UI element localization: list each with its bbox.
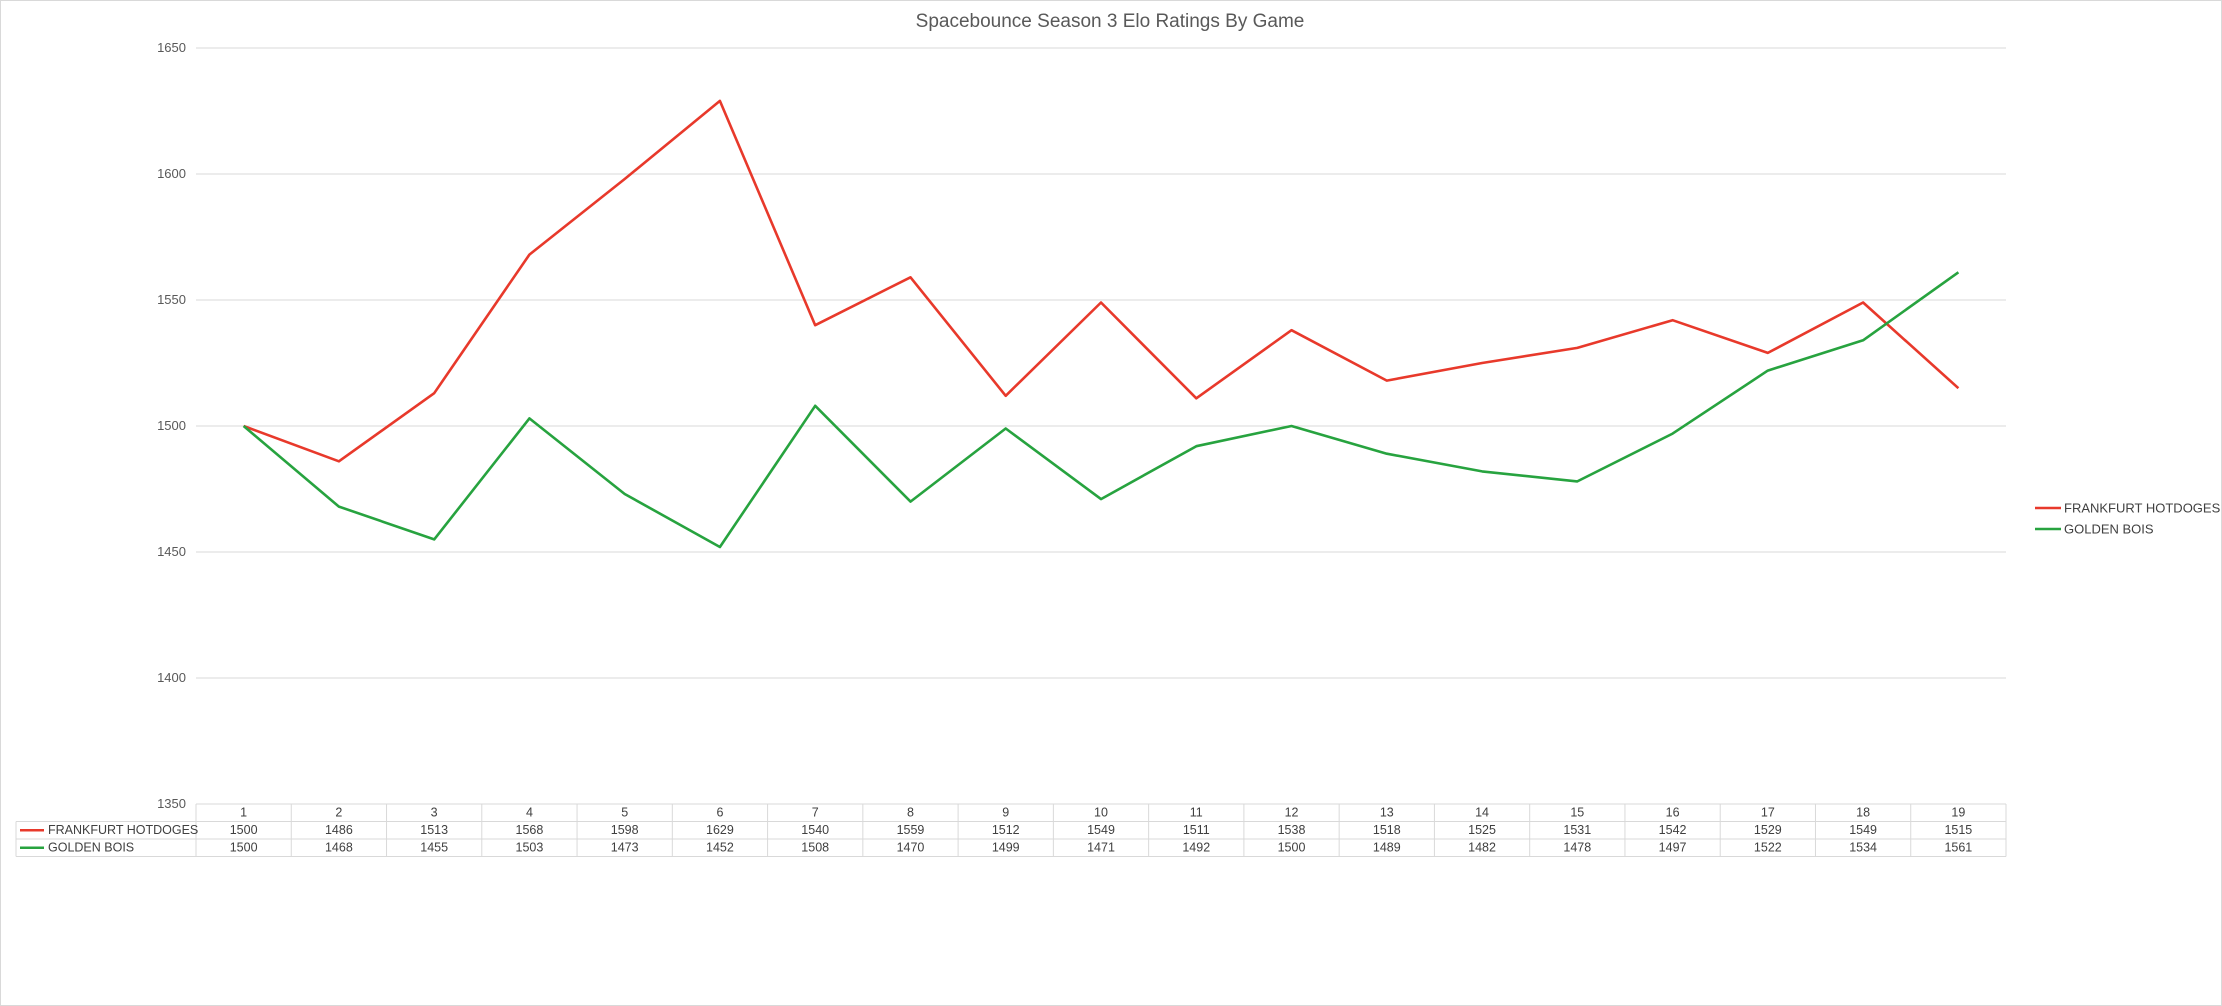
y-tick-label: 1600: [157, 166, 186, 181]
x-tick-label: 9: [1002, 806, 1009, 820]
table-cell-value: 1531: [1563, 823, 1591, 837]
x-tick-label: 4: [526, 806, 533, 820]
x-tick-label: 17: [1761, 806, 1775, 820]
x-tick-label: 2: [335, 806, 342, 820]
table-cell-value: 1518: [1373, 823, 1401, 837]
table-cell-value: 1559: [897, 823, 925, 837]
table-cell-value: 1478: [1563, 841, 1591, 855]
table-cell-value: 1542: [1659, 823, 1687, 837]
table-cell-value: 1497: [1659, 841, 1687, 855]
table-cell-value: 1529: [1754, 823, 1782, 837]
table-cell-value: 1629: [706, 823, 734, 837]
x-tick-label: 7: [812, 806, 819, 820]
y-tick-label: 1350: [157, 796, 186, 811]
x-tick-label: 8: [907, 806, 914, 820]
table-cell-value: 1534: [1849, 841, 1877, 855]
table-cell-value: 1500: [1278, 841, 1306, 855]
table-cell-value: 1470: [897, 841, 925, 855]
table-cell-value: 1500: [230, 841, 258, 855]
table-cell-value: 1468: [325, 841, 353, 855]
chart-title: Spacebounce Season 3 Elo Ratings By Game: [916, 11, 1305, 32]
table-cell-value: 1500: [230, 823, 258, 837]
table-cell-value: 1486: [325, 823, 353, 837]
x-tick-label: 18: [1856, 806, 1870, 820]
table-cell-value: 1492: [1182, 841, 1210, 855]
table-cell-value: 1499: [992, 841, 1020, 855]
x-tick-label: 11: [1190, 806, 1203, 820]
x-tick-label: 14: [1475, 806, 1489, 820]
table-cell-value: 1568: [516, 823, 544, 837]
x-tick-label: 15: [1570, 806, 1584, 820]
table-cell-value: 1538: [1278, 823, 1306, 837]
table-cell-value: 1561: [1944, 841, 1972, 855]
gridlines: [196, 47, 2006, 679]
table-cell-value: 1525: [1468, 823, 1496, 837]
table-series-label: FRANKFURT HOTDOGES: [48, 823, 198, 837]
series-line-frankfurt-hotdoges: [243, 99, 1960, 463]
x-tick-label: 3: [431, 806, 438, 820]
table-cell-value: 1515: [1944, 823, 1972, 837]
legend-label: FRANKFURT HOTDOGES: [2064, 501, 2221, 516]
table-cell-value: 1540: [801, 823, 829, 837]
series-line-golden-bois: [242, 271, 1960, 549]
x-tick-label: 1: [240, 806, 247, 820]
table-cell-value: 1522: [1754, 841, 1782, 855]
table-cell-value: 1482: [1468, 841, 1496, 855]
table-cell-value: 1503: [516, 841, 544, 855]
table-series-label: GOLDEN BOIS: [48, 841, 134, 855]
table-cell-value: 1489: [1373, 841, 1401, 855]
y-tick-label: 1500: [157, 418, 186, 433]
table-cell-value: 1512: [992, 823, 1020, 837]
x-tick-label: 5: [621, 806, 628, 820]
x-tick-label: 19: [1951, 806, 1965, 820]
y-tick-label: 1650: [157, 40, 186, 55]
y-tick-label: 1450: [157, 544, 186, 559]
table-cell-value: 1598: [611, 823, 639, 837]
y-axis-ticks: 1350 1400 1450 1500 1550 1600 1650: [157, 40, 186, 811]
table-cell-value: 1549: [1087, 823, 1115, 837]
x-tick-label: 10: [1094, 806, 1108, 820]
y-tick-label: 1550: [157, 292, 186, 307]
series-lines: [242, 99, 1960, 549]
table-cell-value: 1473: [611, 841, 639, 855]
x-tick-label: 13: [1380, 806, 1394, 820]
legend-label: GOLDEN BOIS: [2064, 522, 2154, 537]
table-cell-value: 1549: [1849, 823, 1877, 837]
table-cell-value: 1452: [706, 841, 734, 855]
table-cell-value: 1513: [420, 823, 448, 837]
table-cell-value: 1508: [801, 841, 829, 855]
legend: FRANKFURT HOTDOGES GOLDEN BOIS: [2035, 501, 2221, 537]
table-cell-value: 1511: [1183, 823, 1210, 837]
y-tick-label: 1400: [157, 670, 186, 685]
x-tick-label: 16: [1666, 806, 1680, 820]
x-tick-label: 12: [1285, 806, 1299, 820]
table-cell-value: 1471: [1087, 841, 1115, 855]
x-tick-label: 6: [716, 806, 723, 820]
table-cell-value: 1455: [420, 841, 448, 855]
